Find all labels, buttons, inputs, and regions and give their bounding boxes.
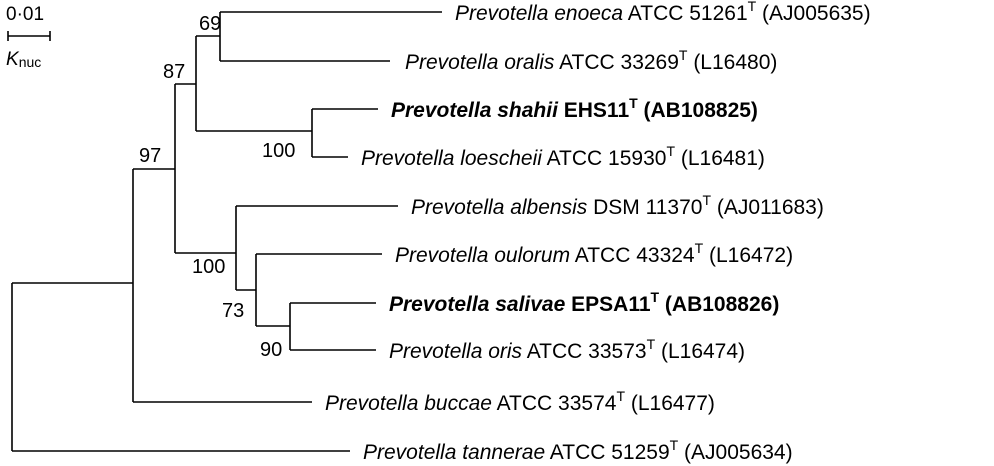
taxon-name: Prevotella enoeca <box>455 2 623 25</box>
taxon-label-enoeca: Prevotella enoeca ATCC 51261T (AJ005635) <box>455 0 871 25</box>
bootstrap-97: 97 <box>139 145 161 167</box>
bootstrap-100-albensis: 100 <box>192 256 225 278</box>
type-strain-mark: T <box>616 388 625 404</box>
type-strain-mark: T <box>695 240 704 256</box>
taxon-strain: ATCC 15930 <box>542 147 667 170</box>
taxon-strain: DSM 11370 <box>587 196 702 219</box>
type-strain-mark: T <box>748 0 757 14</box>
taxon-name: Prevotella shahii <box>391 99 559 122</box>
taxon-label-salivae: Prevotella salivae EPSA11T (AB108826) <box>389 289 779 316</box>
taxon-strain: EHS11 <box>558 99 630 122</box>
taxon-name: Prevotella oulorum <box>395 244 570 267</box>
scale-bar-value: 0·01 <box>6 4 44 25</box>
taxon-name: Prevotella oris <box>389 340 523 363</box>
taxon-label-albensis: Prevotella albensis DSM 11370T (AJ011683… <box>411 192 824 219</box>
bootstrap-100-shahii: 100 <box>262 140 295 162</box>
taxon-labels: Prevotella enoeca ATCC 51261T (AJ005635)… <box>325 0 871 464</box>
type-strain-mark: T <box>679 47 688 63</box>
type-strain-mark: T <box>666 143 675 159</box>
taxon-strain: ATCC 43324 <box>570 244 695 267</box>
taxon-accession: (L16474) <box>655 340 745 363</box>
taxon-name: Prevotella salivae <box>389 293 566 316</box>
type-strain-mark: T <box>651 289 660 305</box>
taxon-label-tannerae: Prevotella tannerae ATCC 51259T (AJ00563… <box>363 437 793 464</box>
taxon-name: Prevotella oralis <box>405 51 555 74</box>
taxon-accession: (AJ005635) <box>756 2 870 25</box>
taxon-accession: (L16472) <box>703 244 793 267</box>
type-strain-mark: T <box>629 95 638 111</box>
taxon-strain: ATCC 51261 <box>623 2 748 25</box>
scale-bar: 0·01 Knuc <box>6 4 51 70</box>
taxon-accession: (AJ005634) <box>678 441 792 464</box>
taxon-name: Prevotella albensis <box>411 196 588 219</box>
taxon-accession: (AJ011683) <box>711 196 824 219</box>
taxon-strain: ATCC 33269 <box>554 51 679 74</box>
taxon-label-oralis: Prevotella oralis ATCC 33269T (L16480) <box>405 47 777 74</box>
taxon-strain: ATCC 51259 <box>545 441 670 464</box>
scale-bar-label: Knuc <box>6 49 41 70</box>
taxon-accession: (AB108826) <box>659 293 779 316</box>
taxon-name: Prevotella buccae <box>325 392 492 415</box>
taxon-strain: EPSA11 <box>565 293 651 316</box>
type-strain-mark: T <box>670 437 679 453</box>
taxon-label-loescheii: Prevotella loescheii ATCC 15930T (L16481… <box>361 143 765 170</box>
taxon-name: Prevotella loescheii <box>361 147 543 170</box>
taxon-label-oulorum: Prevotella oulorum ATCC 43324T (L16472) <box>395 240 793 267</box>
taxon-accession: (L16477) <box>625 392 715 415</box>
taxon-name: Prevotella tannerae <box>363 441 545 464</box>
type-strain-mark: T <box>702 192 711 208</box>
tree-branches <box>11 11 442 452</box>
taxon-label-buccae: Prevotella buccae ATCC 33574T (L16477) <box>325 388 715 415</box>
taxon-accession: (AB108825) <box>638 99 758 122</box>
taxon-accession: (L16481) <box>675 147 765 170</box>
taxon-accession: (L16480) <box>687 51 777 74</box>
bootstrap-69: 69 <box>199 13 221 35</box>
bootstrap-73: 73 <box>222 300 244 322</box>
taxon-strain: ATCC 33573 <box>522 340 647 363</box>
bootstrap-90: 90 <box>260 339 282 361</box>
type-strain-mark: T <box>647 336 656 352</box>
taxon-label-shahii: Prevotella shahii EHS11T (AB108825) <box>391 95 758 122</box>
bootstrap-87: 87 <box>163 61 185 83</box>
taxon-strain: ATCC 33574 <box>492 392 617 415</box>
taxon-label-oris: Prevotella oris ATCC 33573T (L16474) <box>389 336 745 363</box>
bootstrap-values: 69 87 100 97 100 73 90 <box>139 13 295 361</box>
